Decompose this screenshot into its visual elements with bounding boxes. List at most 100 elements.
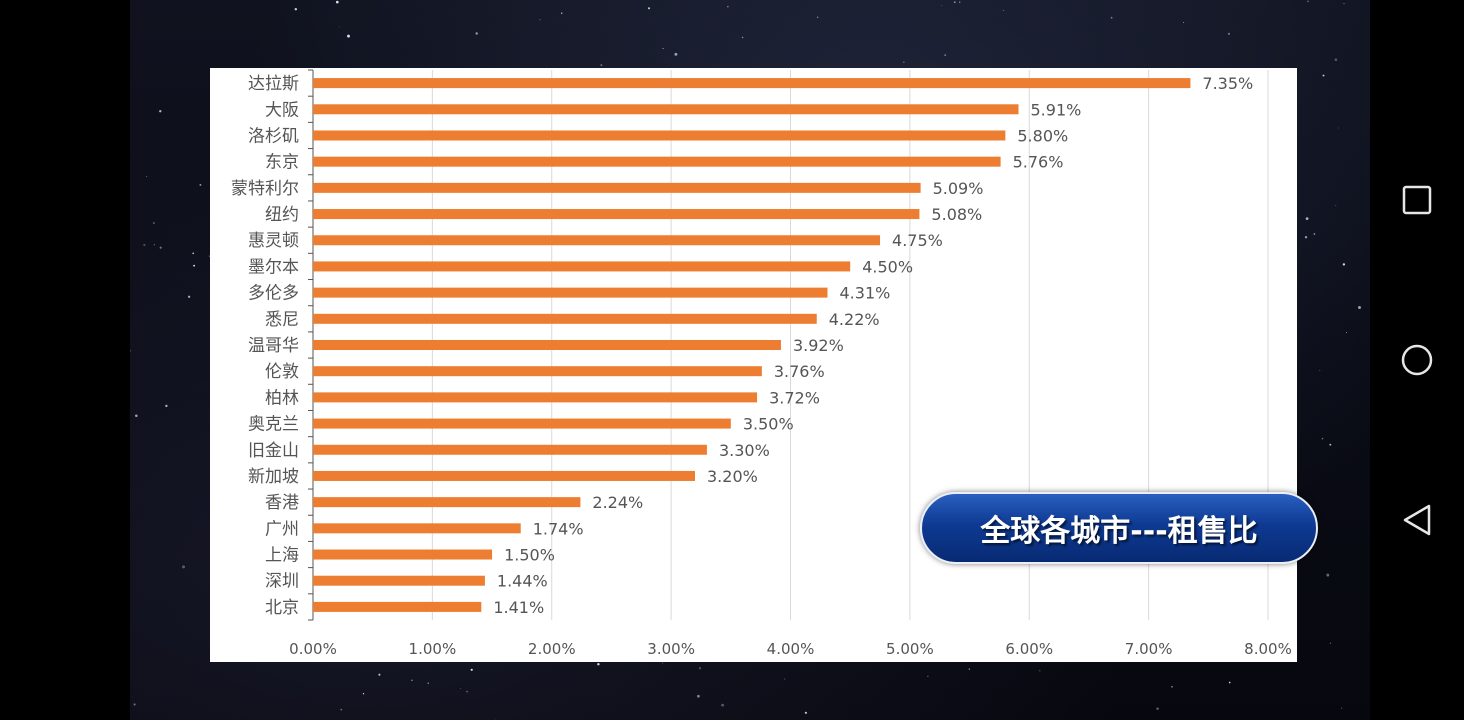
bar <box>313 235 881 246</box>
bar <box>313 130 1006 141</box>
star <box>411 679 413 682</box>
star <box>1342 263 1346 266</box>
star <box>953 1 956 4</box>
star <box>539 19 541 21</box>
category-label: 柏林 <box>265 388 299 408</box>
category-label: 蒙特利尔 <box>231 179 299 199</box>
star <box>698 667 702 670</box>
star <box>1171 685 1173 688</box>
star <box>1307 0 1309 3</box>
star <box>721 703 725 707</box>
category-label: 新加坡 <box>248 467 299 487</box>
star <box>727 6 729 8</box>
chart-panel: 达拉斯 7.35% 大阪 5.91% 洛杉矶 5.80% 东京 5.76% 蒙特利尔 5.09% 纽… <box>210 68 1297 662</box>
bar <box>313 366 762 377</box>
star <box>1039 670 1041 672</box>
star <box>959 1 961 3</box>
star <box>784 678 786 680</box>
x-tick-label: 6.00% <box>1005 640 1053 658</box>
star <box>153 244 155 246</box>
value-label: 3.92% <box>793 336 844 355</box>
star <box>294 7 298 11</box>
star <box>192 252 194 255</box>
bar <box>313 392 758 403</box>
star <box>1358 306 1361 309</box>
star <box>1156 707 1159 711</box>
star <box>941 5 942 7</box>
star <box>340 708 343 711</box>
star <box>475 32 478 35</box>
star <box>1337 127 1340 129</box>
title-badge: 全球各城市---租售比 <box>920 492 1318 564</box>
star <box>146 176 148 178</box>
category-label: 大阪 <box>265 100 299 120</box>
x-tick-label: 2.00% <box>528 640 576 658</box>
value-label: 5.91% <box>1031 100 1082 119</box>
category-label: 达拉斯 <box>248 74 299 94</box>
star <box>470 668 473 671</box>
category-label: 奥克兰 <box>248 415 299 435</box>
bar <box>313 182 921 193</box>
back-button[interactable] <box>1392 495 1442 545</box>
star <box>1110 16 1113 19</box>
value-label: 4.22% <box>829 310 880 329</box>
value-label: 4.50% <box>862 257 913 276</box>
star <box>143 243 146 247</box>
category-label: 深圳 <box>265 572 299 592</box>
bar <box>313 78 1191 89</box>
x-tick-label: 5.00% <box>886 640 934 658</box>
value-label: 3.20% <box>707 467 758 486</box>
star <box>662 47 664 49</box>
star <box>347 34 350 38</box>
star <box>1313 233 1316 235</box>
bar <box>313 601 482 612</box>
title-badge-text: 全球各城市---租售比 <box>980 514 1258 549</box>
value-label: 5.80% <box>1017 126 1068 145</box>
star <box>182 565 185 569</box>
star <box>152 222 155 225</box>
star <box>1329 642 1332 644</box>
bar <box>313 575 485 586</box>
x-tick-label: 7.00% <box>1125 640 1173 658</box>
square-icon <box>1402 185 1432 215</box>
x-tick-label: 8.00% <box>1244 640 1292 658</box>
star <box>494 718 496 720</box>
star <box>165 404 168 408</box>
value-label: 5.09% <box>933 179 984 198</box>
star <box>466 690 468 693</box>
value-label: 1.74% <box>533 519 584 538</box>
star <box>662 662 664 664</box>
x-tick-label: 1.00% <box>409 640 457 658</box>
star <box>1343 3 1345 5</box>
star <box>1304 236 1308 239</box>
home-button[interactable] <box>1392 335 1442 385</box>
bar <box>313 156 1001 167</box>
star <box>1322 74 1325 77</box>
bar <box>313 261 851 272</box>
star <box>159 110 162 113</box>
star <box>1326 573 1330 577</box>
star <box>1003 9 1005 12</box>
recent-apps-button[interactable] <box>1392 175 1442 225</box>
x-tick-label: 0.00% <box>289 640 337 658</box>
value-label: 4.31% <box>840 284 891 303</box>
star <box>135 414 138 418</box>
bar <box>313 340 781 350</box>
bar <box>313 209 920 220</box>
bar <box>313 497 581 508</box>
value-label: 1.41% <box>493 598 544 617</box>
value-label: 3.72% <box>769 388 820 407</box>
value-label: 2.24% <box>592 493 643 512</box>
value-label: 5.08% <box>931 205 982 224</box>
bar <box>313 549 493 560</box>
star <box>697 694 700 698</box>
category-label: 伦敦 <box>265 362 299 382</box>
bar <box>313 444 707 455</box>
x-tick-label: 3.00% <box>647 640 695 658</box>
star <box>1334 58 1338 62</box>
category-label: 广州 <box>265 519 299 539</box>
star <box>902 61 905 64</box>
value-label: 3.76% <box>774 362 825 381</box>
star <box>1305 217 1309 220</box>
star <box>1319 369 1321 371</box>
